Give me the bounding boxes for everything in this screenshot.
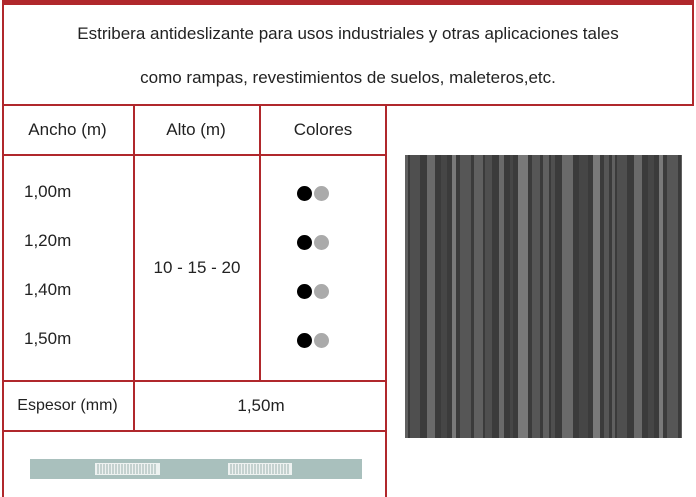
- color-dot: [314, 284, 329, 299]
- stripe: [604, 155, 609, 438]
- photo-stripes: [405, 155, 682, 438]
- height-value: 10 - 15 - 20: [153, 258, 241, 277]
- color-dot: [297, 284, 312, 299]
- stripe: [405, 155, 408, 438]
- stripe: [648, 155, 654, 438]
- color-dot: [297, 235, 312, 250]
- stripe: [518, 155, 528, 438]
- stripe: [410, 155, 420, 438]
- stripe: [634, 155, 642, 438]
- width-value: 1,00m: [24, 182, 72, 201]
- stripe: [510, 155, 513, 438]
- width-value: 1,50m: [24, 329, 72, 348]
- stripe: [551, 155, 555, 438]
- header-cell: Ancho (m): [2, 104, 135, 156]
- color-dot: [297, 186, 312, 201]
- stripe: [474, 155, 483, 438]
- description-line: como rampas, revestimientos de suelos, m…: [140, 68, 556, 87]
- stripe: [579, 155, 588, 438]
- color-dot: [314, 235, 329, 250]
- stripe: [532, 155, 540, 438]
- thickness-label: Espesor (mm): [2, 380, 135, 432]
- stripe: [617, 155, 627, 438]
- stripe: [681, 155, 682, 438]
- stripe: [593, 155, 600, 438]
- thickness-row: [2, 380, 387, 432]
- stripe: [667, 155, 678, 438]
- stripe: [452, 155, 456, 438]
- thickness-value: 1,50m: [237, 396, 285, 415]
- width-value: 1,20m: [24, 231, 72, 250]
- product-photo: [405, 155, 682, 438]
- stripe: [612, 155, 615, 438]
- stripe: [441, 155, 447, 438]
- color-dot: [314, 186, 329, 201]
- description-line: Estribera antideslizante para usos indus…: [77, 24, 619, 43]
- stripe: [460, 155, 471, 438]
- color-dot: [297, 333, 312, 348]
- spec-table: [2, 104, 387, 497]
- width-value: 1,40m: [24, 280, 72, 299]
- stripe: [543, 155, 549, 438]
- stripe: [485, 155, 492, 438]
- profile-bar: [30, 459, 362, 479]
- stripe: [659, 155, 663, 438]
- description-box: Estribera antideslizante para usos indus…: [2, 0, 694, 106]
- profile-ribs: [95, 463, 292, 475]
- stripe: [499, 155, 504, 438]
- header-cell: Alto (m): [133, 104, 261, 156]
- profile-diagram: [30, 459, 362, 479]
- column-divider: [133, 154, 261, 382]
- stripe: [427, 155, 435, 438]
- header-cell: Colores: [259, 104, 387, 156]
- stripe: [562, 155, 573, 438]
- color-dot: [314, 333, 329, 348]
